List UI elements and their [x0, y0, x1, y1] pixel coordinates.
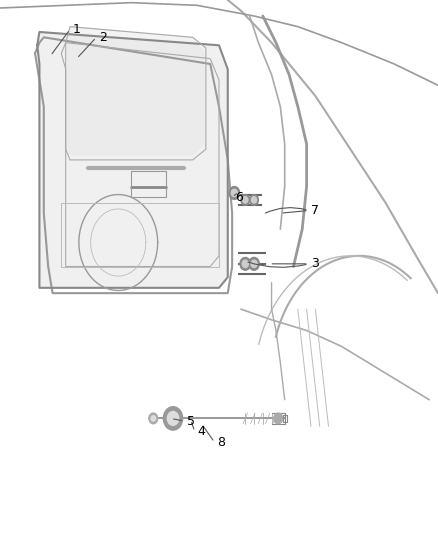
Polygon shape	[68, 27, 204, 155]
Text: 3: 3	[311, 257, 319, 270]
Circle shape	[151, 416, 155, 421]
Text: 1: 1	[73, 23, 81, 36]
Circle shape	[163, 407, 183, 430]
Circle shape	[240, 257, 251, 270]
Circle shape	[274, 413, 283, 424]
Polygon shape	[37, 32, 228, 288]
Text: 4: 4	[198, 425, 205, 438]
Circle shape	[229, 187, 240, 199]
Circle shape	[250, 195, 258, 205]
Circle shape	[251, 197, 257, 203]
Text: 8: 8	[217, 436, 225, 449]
Text: 5: 5	[187, 415, 194, 427]
Circle shape	[249, 257, 259, 270]
Circle shape	[242, 260, 248, 268]
Circle shape	[149, 413, 158, 424]
Circle shape	[251, 260, 257, 268]
Circle shape	[167, 411, 179, 425]
Text: 6: 6	[235, 191, 243, 204]
Circle shape	[231, 189, 237, 197]
Circle shape	[243, 197, 248, 203]
Circle shape	[241, 195, 250, 205]
Text: 2: 2	[99, 31, 107, 44]
Text: 7: 7	[311, 204, 319, 217]
